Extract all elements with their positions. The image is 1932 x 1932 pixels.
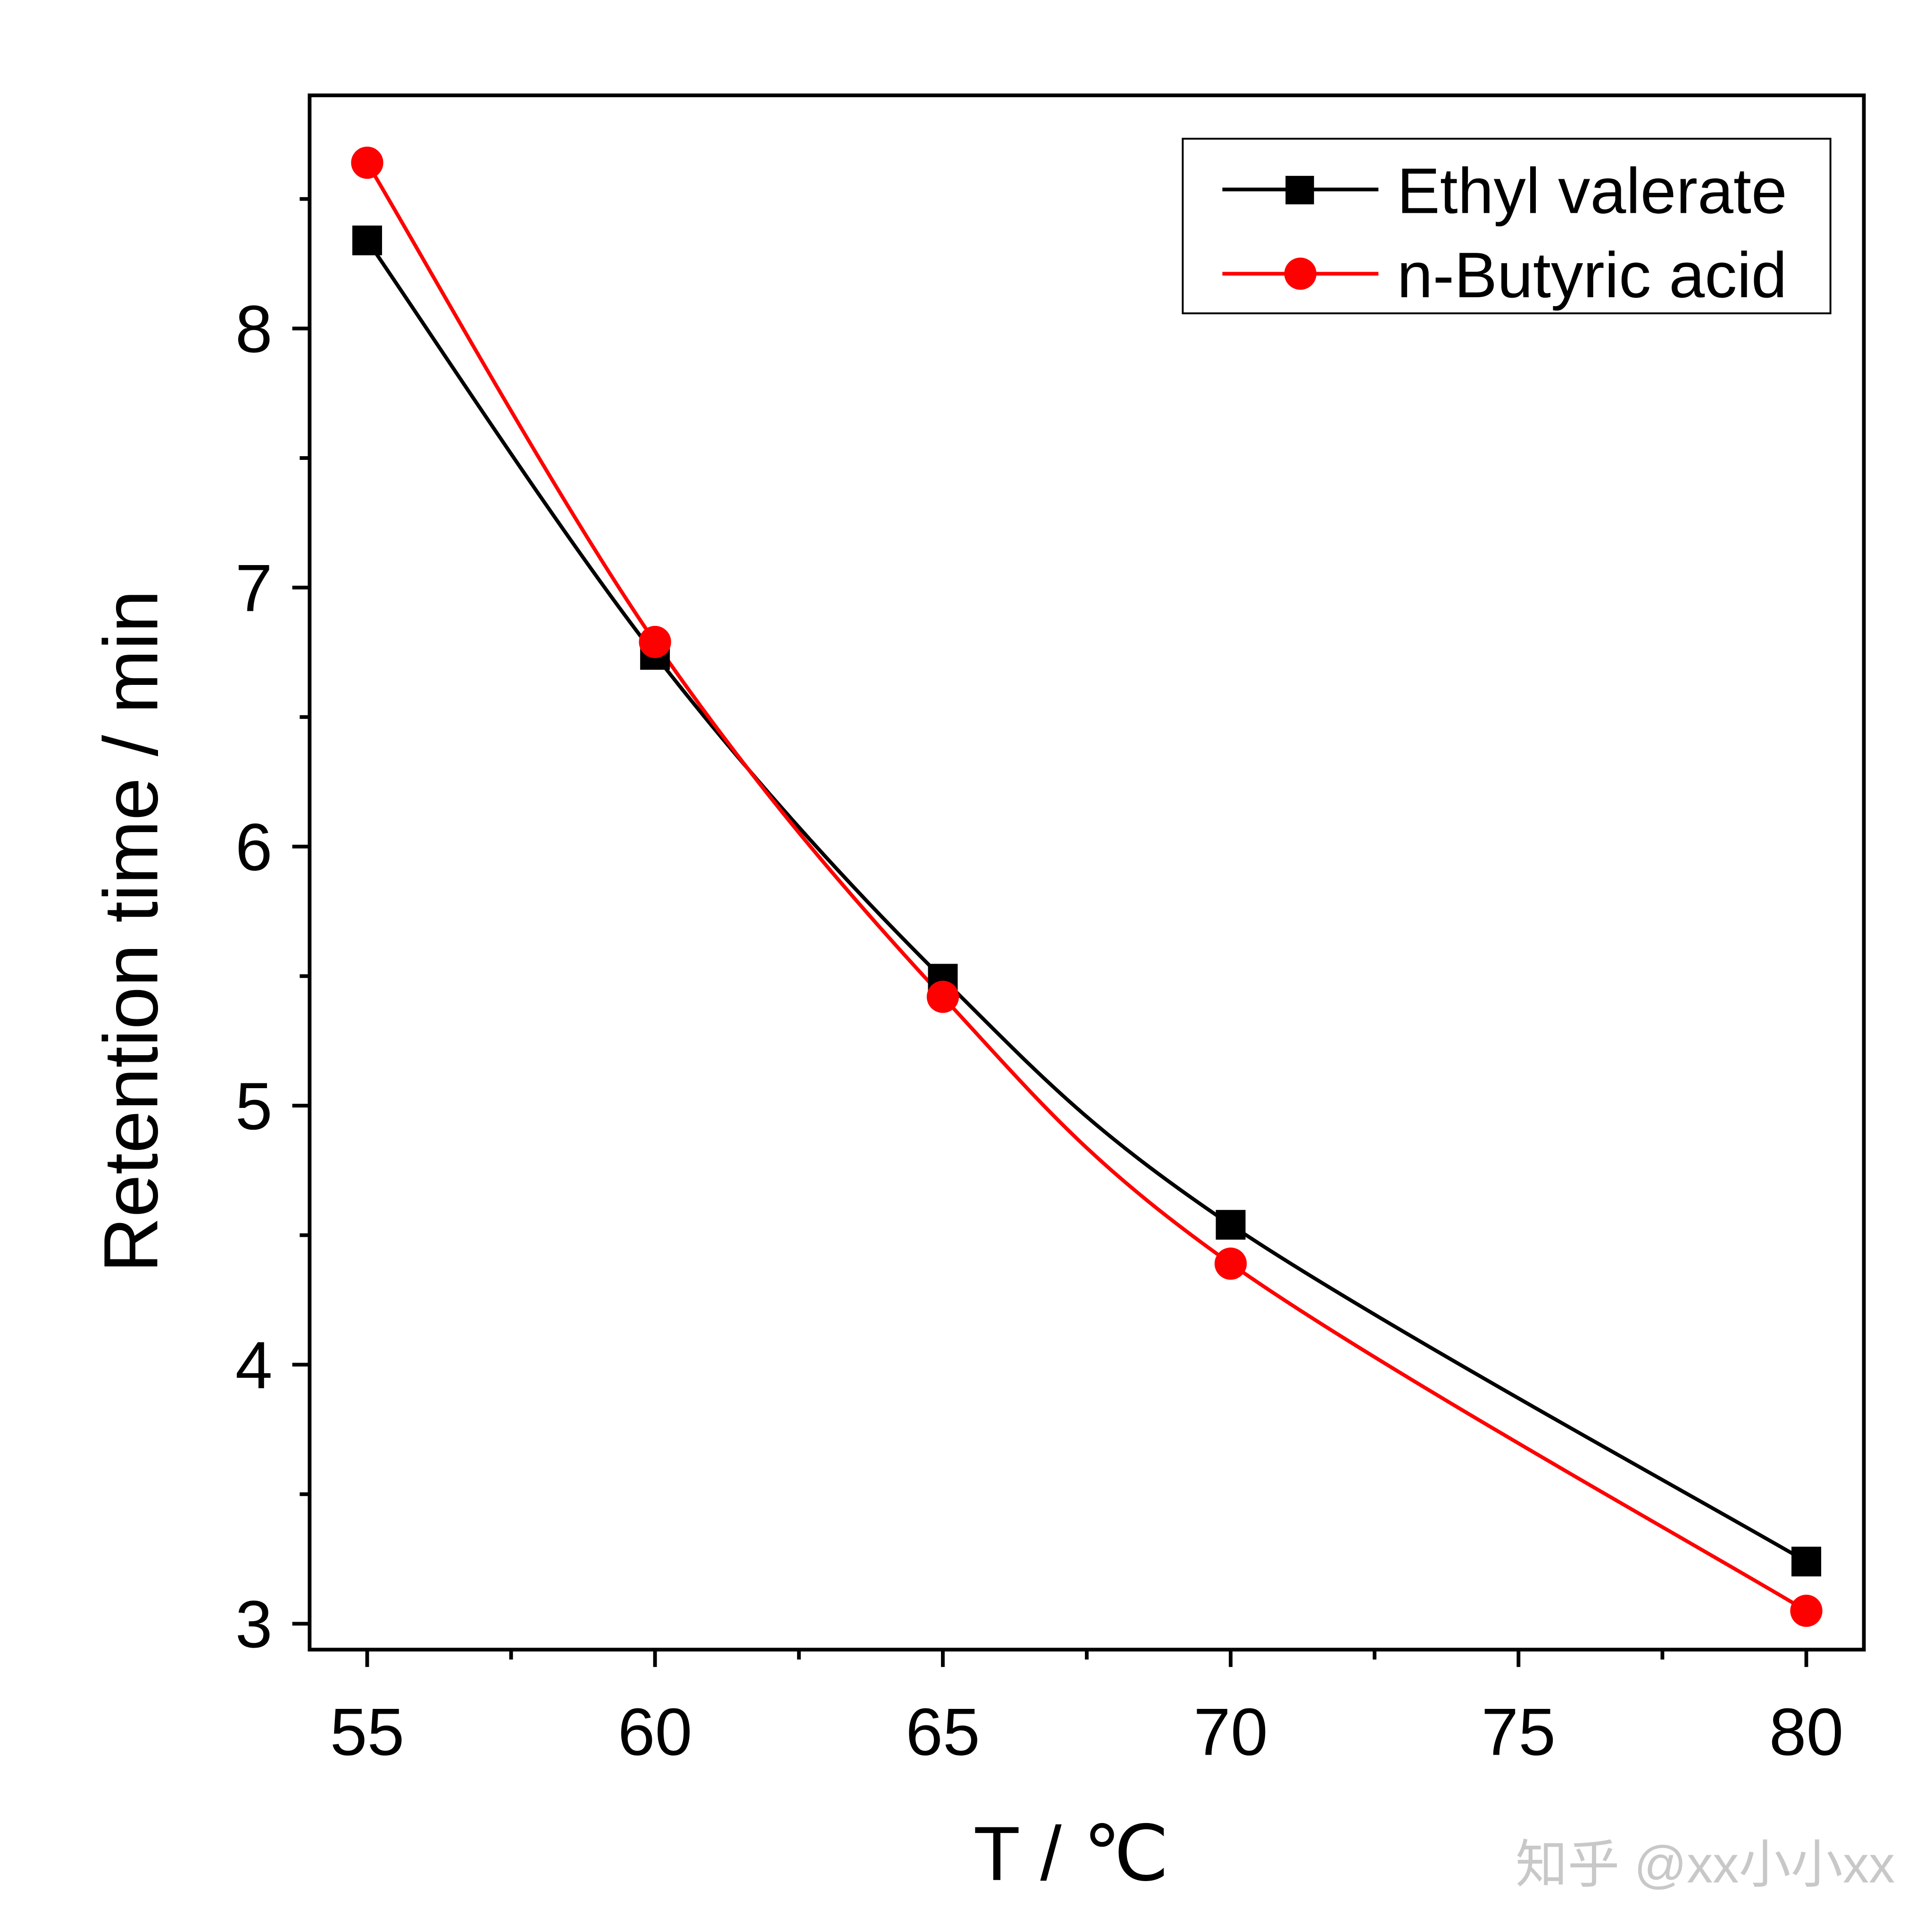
y-tick-label: 3	[235, 1587, 273, 1662]
y-tick-label: 4	[235, 1328, 273, 1403]
x-tick-label: 75	[1481, 1695, 1556, 1770]
x-tick-label: 60	[618, 1695, 692, 1770]
y-tick-label: 6	[235, 810, 273, 885]
y-axis-label: Retention time / min	[88, 590, 174, 1273]
series-line-0	[366, 239, 1807, 1564]
data-point-circle	[1214, 1247, 1247, 1280]
data-point-circle	[351, 146, 383, 179]
x-tick-label: 55	[330, 1695, 405, 1770]
data-point-circle	[639, 625, 671, 658]
y-tick-label: 5	[235, 1069, 273, 1144]
plot-frame	[308, 93, 1866, 1652]
x-axis-label: T / ℃	[974, 1811, 1169, 1897]
data-point-circle	[1790, 1594, 1823, 1627]
watermark: 知乎 @xx小小xx	[1516, 1836, 1895, 1894]
y-tick-label: 7	[235, 551, 273, 626]
data-point-square	[1216, 1210, 1246, 1240]
legend-marker-circle	[1284, 258, 1317, 290]
x-tick-label: 70	[1193, 1695, 1268, 1770]
data-point-circle	[926, 981, 959, 1013]
legend-label-butyric: n-Butyric acid	[1397, 239, 1787, 311]
series-line-1	[366, 161, 1807, 1613]
x-tick-label: 80	[1769, 1695, 1844, 1770]
data-point-square	[1791, 1547, 1822, 1577]
x-tick-label: 65	[906, 1695, 980, 1770]
legend-marker-square	[1285, 175, 1314, 205]
data-point-square	[352, 225, 382, 256]
y-tick-label: 8	[235, 292, 273, 366]
legend-label-ethyl: Ethyl valerate	[1397, 155, 1787, 227]
legend: Ethyl valerate n-Butyric acid	[1182, 138, 1832, 315]
